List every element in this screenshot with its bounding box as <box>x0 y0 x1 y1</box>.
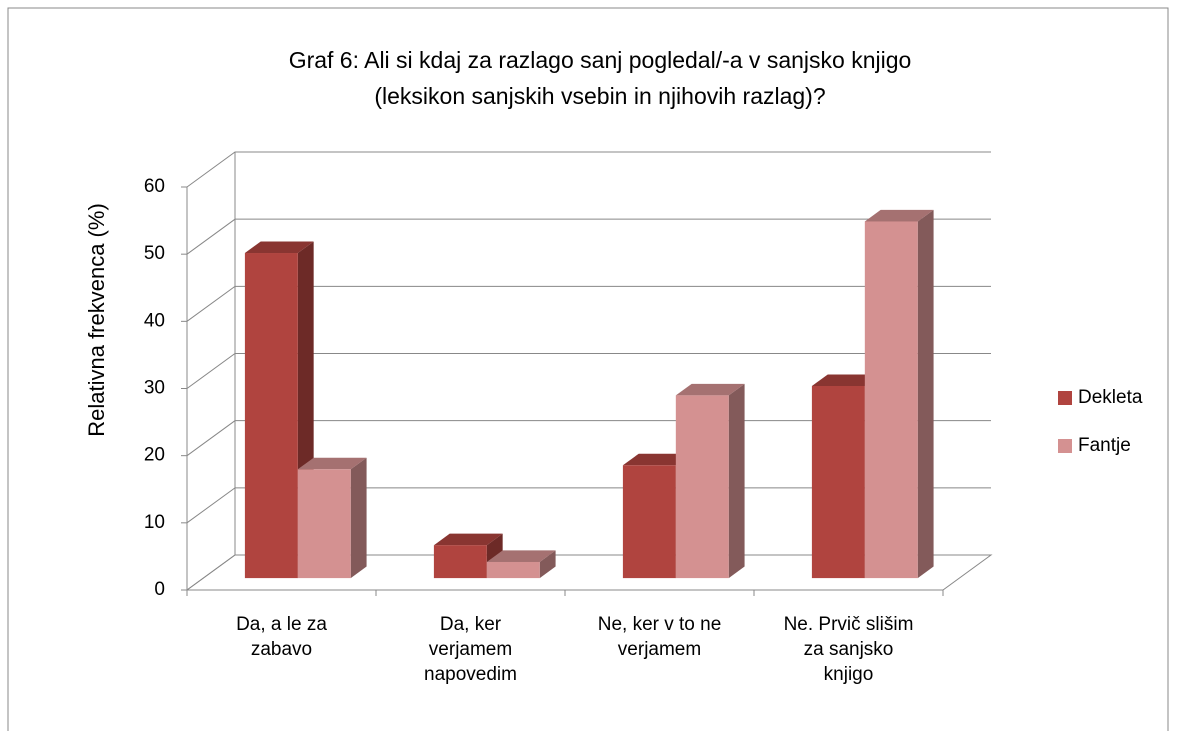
legend-swatch <box>1058 391 1072 405</box>
bar-top <box>622 453 692 466</box>
bar-top <box>864 209 934 222</box>
x-tick-label: Da, ker verjamem napovedim <box>424 614 517 685</box>
bar-side <box>728 383 745 579</box>
bar <box>486 550 556 579</box>
y-tick-label: 20 <box>144 445 165 466</box>
grid-line <box>186 218 991 255</box>
bar <box>675 383 745 579</box>
grid-line <box>186 285 991 322</box>
bar-top <box>486 550 556 562</box>
bar-side <box>917 209 934 579</box>
bar-side <box>350 457 367 579</box>
legend-swatch <box>1058 439 1072 453</box>
x-tick-label: Ne. Prvič slišim za sanjsko knjigo <box>783 614 914 685</box>
bar-top <box>297 457 367 470</box>
bar-top <box>675 383 745 396</box>
bar-front <box>811 386 865 579</box>
y-tick-label: 50 <box>144 243 165 264</box>
bar-side <box>539 550 556 579</box>
legend-label: Dekleta <box>1078 387 1143 408</box>
bar-front <box>433 545 487 579</box>
bar <box>864 209 934 579</box>
bar-front <box>297 469 351 579</box>
y-tick-label: 10 <box>144 512 165 533</box>
bar-top <box>811 374 881 387</box>
x-tick-label: Da, a le za zabavo <box>236 614 327 660</box>
y-tick-label: 60 <box>144 176 165 197</box>
bar-top <box>244 241 314 254</box>
y-tick-label: 40 <box>144 310 165 331</box>
bar-front <box>622 465 676 579</box>
grid-line <box>186 353 991 389</box>
grid-line <box>186 151 991 188</box>
bar-front <box>864 221 918 579</box>
bar-front <box>244 253 298 579</box>
bar-top <box>433 533 503 546</box>
y-tick-label: 30 <box>144 378 165 399</box>
y-tick-label: 0 <box>154 579 165 600</box>
bar-front <box>675 395 729 579</box>
frame <box>7 7 1169 731</box>
y-axis-label: Relativna frekvenca (%) <box>84 203 109 437</box>
x-tick-label: Ne, ker v to ne verjamem <box>597 614 722 660</box>
chart-title: Graf 6: Ali si kdaj za razlago sanj pogl… <box>288 47 912 109</box>
bar-front <box>486 561 540 579</box>
bar <box>297 457 367 579</box>
legend-label: Fantje <box>1078 435 1131 456</box>
